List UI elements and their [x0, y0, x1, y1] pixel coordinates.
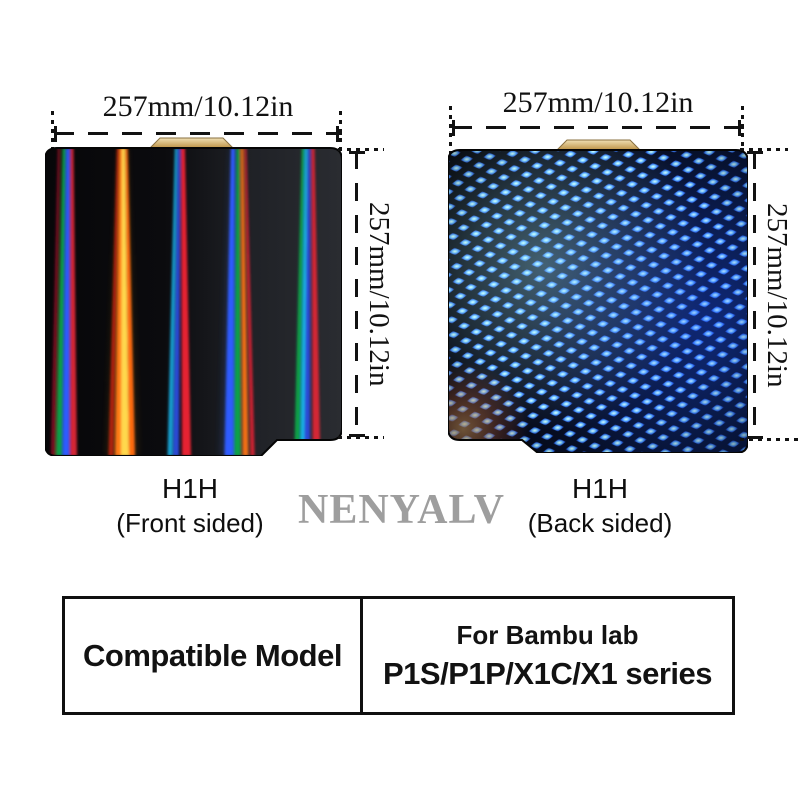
- compatibility-table: Compatible Model For Bambu lab P1S/P1P/X…: [62, 596, 735, 715]
- front-plate-width-dimension: 257mm/10.12in: [102, 90, 294, 123]
- back-height-dimension-line: [753, 151, 756, 439]
- front-plate-caption: H1H (Front sided): [60, 472, 320, 540]
- back-plate-width-dimension: 257mm/10.12in: [502, 86, 694, 119]
- back-width-extension-left: [449, 106, 452, 154]
- front-mounting-tab: [148, 137, 235, 149]
- back-mounting-tab: [555, 139, 642, 151]
- front-height-tick-bottom: [349, 434, 365, 437]
- front-width-extension-right: [339, 111, 342, 157]
- back-height-extension-bottom: [740, 438, 800, 441]
- front-width-tick-left: [54, 126, 57, 142]
- back-plate-name: H1H: [571, 473, 628, 504]
- front-plate-photo: [45, 137, 342, 456]
- back-plate-photo: [448, 139, 748, 453]
- back-plate-height-dimension: 257mm/10.12in: [761, 202, 793, 388]
- compatible-brand: For Bambu lab: [456, 619, 639, 650]
- compatibility-table-value-cell: For Bambu lab P1S/P1P/X1C/X1 series: [363, 599, 732, 712]
- front-width-tick-right: [336, 126, 339, 142]
- brand-watermark: NENYALV: [298, 487, 505, 533]
- front-width-extension-left: [51, 111, 54, 157]
- front-height-dimension-line: [355, 151, 358, 437]
- compatible-model-label: Compatible Model: [83, 637, 342, 673]
- front-plate-side: (Front sided): [116, 508, 264, 538]
- compatible-series: P1S/P1P/X1C/X1 series: [382, 655, 713, 691]
- back-plate-side: (Back sided): [527, 508, 673, 538]
- front-plate-name: H1H: [161, 473, 218, 504]
- back-width-tick-left: [452, 120, 455, 136]
- front-height-extension-bottom: [338, 436, 384, 439]
- back-height-extension-top: [740, 148, 788, 151]
- front-height-tick-top: [349, 151, 365, 154]
- back-height-tick-bottom: [747, 436, 763, 439]
- front-plate-height-dimension: 257mm/10.12in: [363, 201, 395, 387]
- back-plate-caption: H1H (Back sided): [470, 472, 730, 540]
- back-width-tick-right: [738, 120, 741, 136]
- front-width-dimension-line: [54, 132, 342, 135]
- front-height-extension-top: [338, 148, 384, 151]
- back-width-dimension-line: [452, 126, 744, 129]
- back-width-extension-right: [741, 106, 744, 154]
- back-height-tick-top: [747, 151, 763, 154]
- compatibility-table-header-cell: Compatible Model: [65, 599, 363, 712]
